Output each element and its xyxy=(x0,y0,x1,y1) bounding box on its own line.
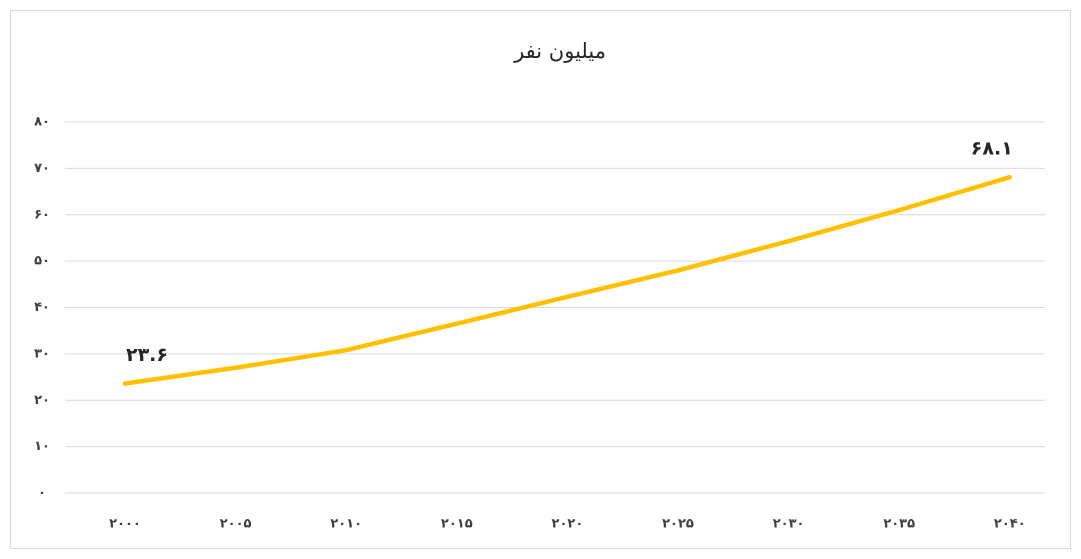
y-tick-label: ۷۰ xyxy=(34,161,50,176)
x-tick-label: ۲۰۳۰ xyxy=(773,517,805,532)
data-label: ۲۳.۶ xyxy=(126,344,168,366)
y-tick-label: ۲۰ xyxy=(34,393,50,408)
x-tick-label: ۲۰۴۰ xyxy=(994,517,1026,532)
y-tick-label: ۶۰ xyxy=(34,207,50,222)
x-tick-label: ۲۰۲۵ xyxy=(662,517,694,532)
y-tick-label: ۰ xyxy=(38,486,46,501)
chart-border xyxy=(10,10,1071,549)
chart-title: میلیون نفر xyxy=(513,39,606,63)
x-tick-label: ۲۰۱۰ xyxy=(330,517,362,532)
y-tick-label: ۸۰ xyxy=(34,115,50,130)
y-tick-label: ۴۰ xyxy=(34,300,50,315)
data-line xyxy=(122,174,1013,386)
y-tick-label: ۳۰ xyxy=(34,346,50,361)
x-tick-label: ۲۰۲۰ xyxy=(552,517,584,532)
x-tick-label: ۲۰۰۵ xyxy=(220,517,252,532)
x-tick-label: ۲۰۱۵ xyxy=(441,517,473,532)
y-tick-label: ۱۰ xyxy=(34,439,50,454)
x-tick-label: ۲۰۳۵ xyxy=(883,517,915,532)
data-label: ۶۸.۱ xyxy=(971,138,1013,160)
x-tick-label: ۲۰۰۰ xyxy=(109,517,141,532)
y-tick-label: ۵۰ xyxy=(34,254,50,269)
